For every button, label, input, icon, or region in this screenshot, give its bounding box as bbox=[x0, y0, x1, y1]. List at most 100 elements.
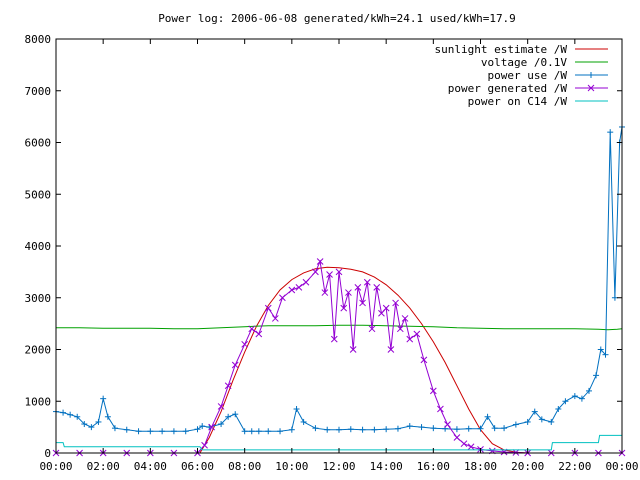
data-point-2 bbox=[123, 426, 130, 433]
data-point-3 bbox=[373, 284, 381, 291]
data-point-2 bbox=[578, 395, 585, 402]
data-point-2 bbox=[465, 425, 472, 432]
data-point-2 bbox=[597, 346, 604, 353]
legend-marker bbox=[587, 84, 595, 92]
data-point-2 bbox=[135, 428, 142, 435]
data-point-2 bbox=[501, 425, 508, 432]
series-line-1 bbox=[56, 324, 623, 331]
data-point-3 bbox=[392, 299, 399, 307]
data-point-3 bbox=[401, 315, 409, 322]
data-point-2 bbox=[81, 421, 88, 428]
data-point-3 bbox=[406, 335, 414, 343]
data-point-2 bbox=[418, 424, 425, 431]
data-point-2 bbox=[531, 408, 538, 415]
data-point-3 bbox=[354, 284, 362, 291]
data-point-2 bbox=[324, 426, 331, 433]
data-point-2 bbox=[571, 393, 578, 400]
data-point-3 bbox=[345, 289, 352, 296]
data-point-3 bbox=[429, 387, 437, 395]
x-tick-label: 06:00 bbox=[181, 460, 214, 473]
series-line-4 bbox=[56, 434, 622, 451]
y-tick-label: 2000 bbox=[25, 344, 52, 357]
data-point-2 bbox=[100, 395, 107, 402]
series-line-2 bbox=[55, 126, 623, 432]
data-point-3 bbox=[420, 356, 428, 364]
data-point-2 bbox=[538, 416, 545, 423]
data-point-2 bbox=[607, 129, 614, 136]
data-point-3 bbox=[224, 382, 232, 390]
data-point-3 bbox=[437, 405, 444, 413]
data-point-2 bbox=[104, 413, 111, 420]
data-point-2 bbox=[548, 418, 555, 425]
data-point-2 bbox=[453, 426, 460, 433]
data-point-3 bbox=[302, 278, 310, 286]
x-tick-label: 02:00 bbox=[87, 460, 120, 473]
data-point-2 bbox=[182, 428, 189, 435]
data-point-2 bbox=[194, 426, 201, 433]
data-point-2 bbox=[394, 425, 401, 432]
data-point-2 bbox=[147, 428, 154, 435]
data-point-2 bbox=[248, 428, 255, 435]
data-point-3 bbox=[321, 289, 329, 296]
data-point-3 bbox=[349, 346, 357, 353]
data-point-3 bbox=[512, 449, 520, 456]
data-point-3 bbox=[312, 268, 319, 276]
data-point-3 bbox=[460, 440, 468, 448]
x-tick-label: 10:00 bbox=[275, 460, 308, 473]
data-point-2 bbox=[293, 406, 300, 413]
y-tick-label: 8000 bbox=[25, 33, 52, 46]
data-point-3 bbox=[248, 325, 256, 333]
x-tick-label: 12:00 bbox=[322, 460, 355, 473]
data-point-3 bbox=[330, 335, 338, 343]
data-point-2 bbox=[241, 428, 248, 435]
data-point-2 bbox=[585, 387, 592, 394]
data-point-2 bbox=[524, 418, 531, 425]
data-point-2 bbox=[232, 411, 239, 418]
data-point-3 bbox=[396, 325, 404, 333]
data-point-2 bbox=[562, 398, 569, 405]
data-point-3 bbox=[279, 294, 286, 302]
data-point-2 bbox=[512, 421, 519, 428]
data-point-2 bbox=[225, 413, 232, 420]
y-tick-label: 7000 bbox=[25, 85, 52, 98]
data-point-2 bbox=[111, 425, 118, 432]
data-point-3 bbox=[288, 286, 296, 294]
data-point-3 bbox=[255, 330, 263, 338]
data-point-3 bbox=[335, 268, 343, 276]
y-tick-label: 3000 bbox=[25, 292, 52, 305]
data-point-2 bbox=[555, 406, 562, 413]
data-point-3 bbox=[387, 346, 395, 353]
legend-label: power on C14 /W bbox=[468, 95, 568, 108]
y-tick-label: 6000 bbox=[25, 137, 52, 150]
data-point-2 bbox=[477, 425, 484, 432]
x-tick-label: 00:00 bbox=[39, 460, 72, 473]
x-tick-label: 18:00 bbox=[464, 460, 497, 473]
data-point-3 bbox=[444, 421, 451, 428]
data-point-2 bbox=[277, 428, 284, 435]
data-point-3 bbox=[413, 330, 421, 338]
data-point-2 bbox=[347, 426, 354, 433]
y-tick-label: 0 bbox=[44, 447, 51, 460]
data-point-3 bbox=[295, 284, 303, 291]
series-layer bbox=[52, 123, 626, 457]
data-point-3 bbox=[264, 304, 272, 312]
data-point-2 bbox=[371, 426, 378, 433]
data-point-2 bbox=[430, 425, 437, 432]
y-tick-label: 1000 bbox=[25, 395, 52, 408]
y-tick-label: 4000 bbox=[25, 240, 52, 253]
data-point-3 bbox=[271, 315, 279, 322]
data-point-2 bbox=[74, 413, 81, 420]
data-point-2 bbox=[491, 425, 498, 432]
series-line-3 bbox=[56, 259, 622, 454]
data-point-3 bbox=[368, 325, 376, 333]
x-tick-label: 00:00 bbox=[605, 460, 638, 473]
data-point-2 bbox=[383, 426, 390, 433]
legend-label: power use /W bbox=[488, 69, 568, 82]
data-point-2 bbox=[60, 409, 67, 416]
data-point-2 bbox=[300, 418, 307, 425]
data-point-2 bbox=[602, 351, 609, 358]
data-point-2 bbox=[95, 418, 102, 425]
data-point-2 bbox=[67, 411, 74, 418]
data-point-3 bbox=[217, 403, 225, 410]
